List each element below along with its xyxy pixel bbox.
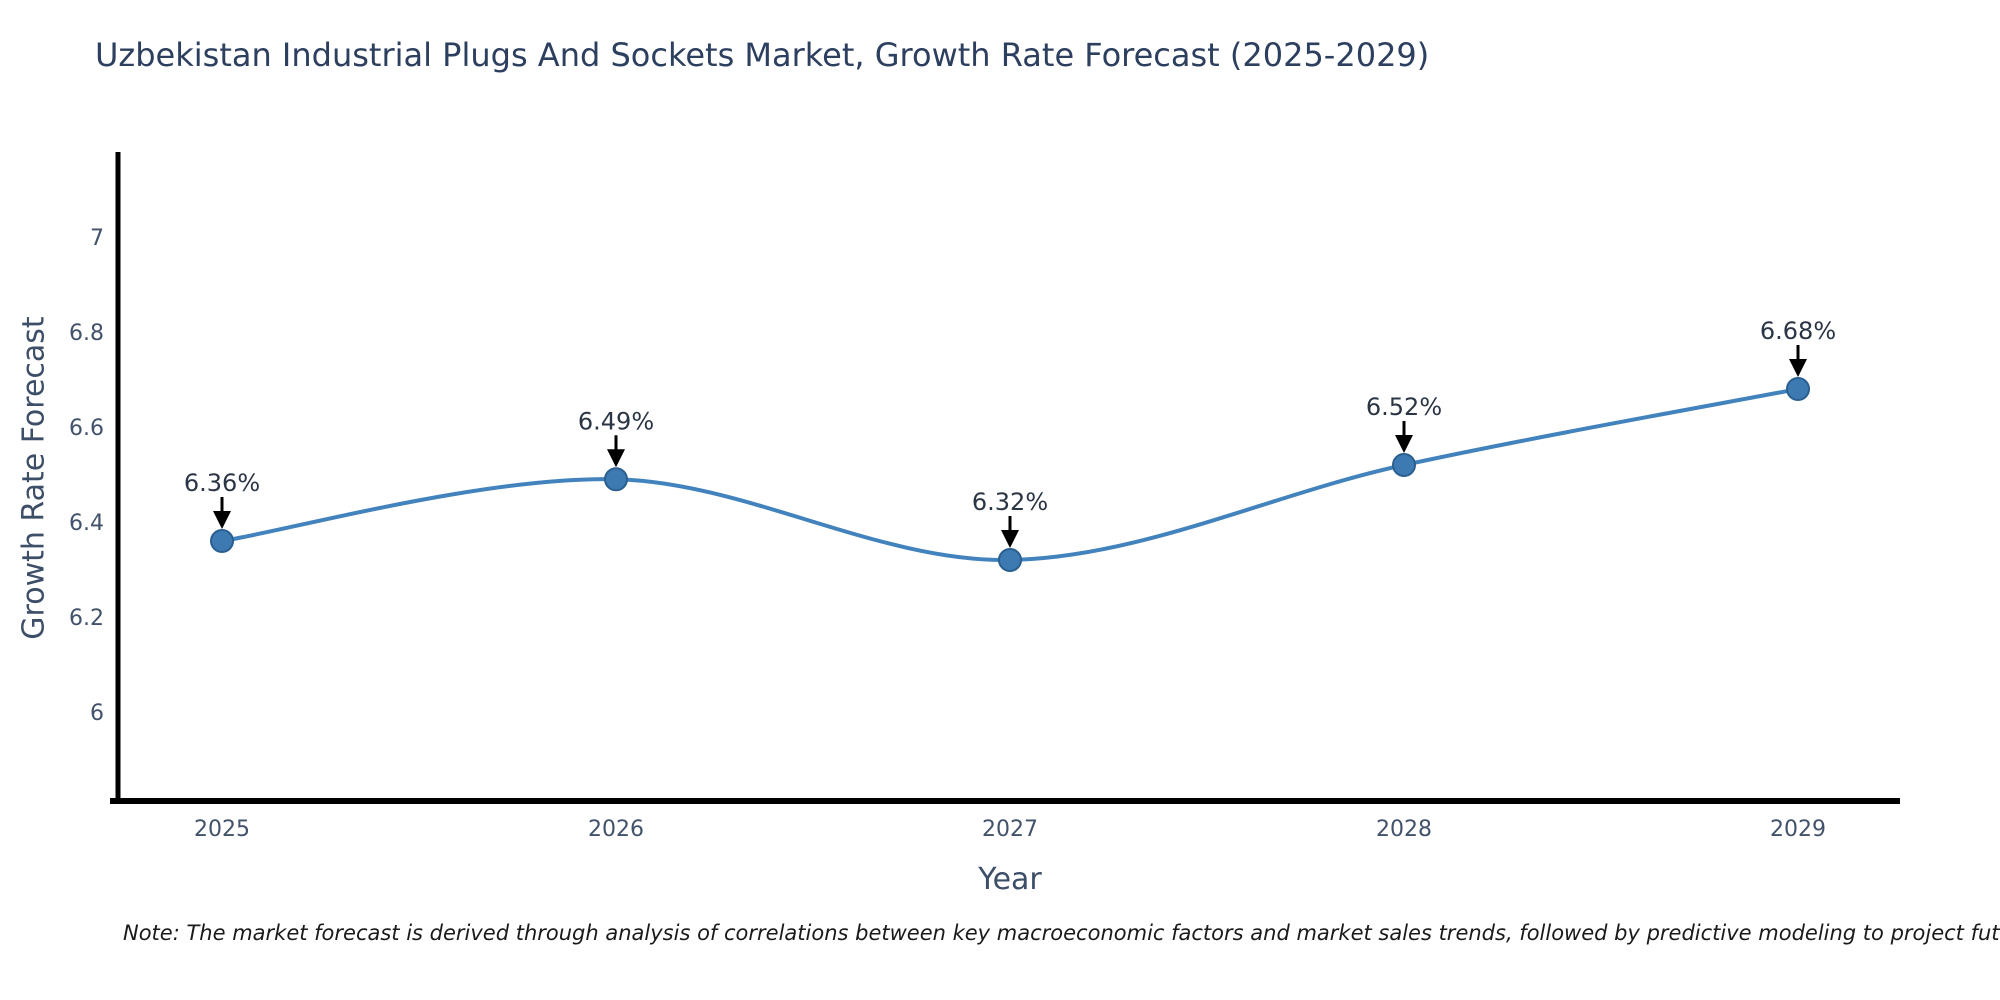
x-tick-label: 2027 [982, 817, 1038, 842]
y-tick-label: 6.4 [69, 511, 104, 536]
x-tick-label: 2026 [588, 817, 644, 842]
x-tick-label: 2025 [194, 817, 250, 842]
annotation-label: 6.68% [1760, 317, 1836, 345]
data-point-marker [210, 529, 234, 553]
annotation-label: 6.32% [972, 488, 1048, 516]
chart-title: Uzbekistan Industrial Plugs And Sockets … [95, 36, 1430, 74]
y-axis-title: Growth Rate Forecast [16, 316, 52, 640]
annotation-arrowhead-icon [607, 449, 625, 468]
data-point-marker [1786, 377, 1810, 401]
y-tick-label: 6.6 [69, 416, 104, 441]
annotation-label: 6.36% [184, 469, 260, 497]
annotation-arrowhead-icon [1789, 359, 1807, 377]
data-point-marker [998, 548, 1022, 572]
note-text: Note: The market forecast is derived thr… [123, 921, 2000, 945]
annotation-label: 6.49% [578, 407, 654, 435]
x-tick-label: 2028 [1376, 817, 1432, 842]
annotation-arrowhead-icon [213, 511, 231, 529]
y-tick-label: 6.8 [69, 321, 104, 346]
y-tick-label: 6 [90, 701, 104, 726]
x-axis-title: Year [978, 862, 1042, 897]
x-tick-label: 2029 [1770, 817, 1826, 842]
y-tick-label: 7 [90, 226, 104, 251]
data-point-marker [604, 467, 628, 492]
data-point-marker [1392, 453, 1416, 477]
annotation-label: 6.52% [1366, 393, 1442, 421]
y-tick-label: 6.2 [69, 606, 104, 631]
annotation-arrowhead-icon [1395, 435, 1413, 453]
annotation-arrowhead-icon [1001, 530, 1019, 548]
